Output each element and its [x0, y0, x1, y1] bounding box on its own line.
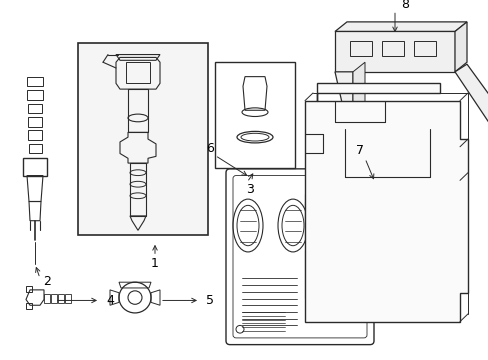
Bar — [128, 89, 148, 132]
Text: 8: 8 — [400, 0, 408, 11]
Bar — [27, 104, 42, 113]
Bar — [310, 255, 320, 290]
Bar — [325, 275, 444, 293]
Bar — [27, 77, 43, 86]
Bar — [65, 294, 71, 303]
Bar — [44, 294, 50, 303]
Bar — [130, 163, 146, 216]
Bar — [413, 41, 435, 57]
Bar — [51, 294, 57, 303]
Bar — [305, 202, 323, 230]
Polygon shape — [454, 22, 466, 72]
Bar — [400, 240, 416, 274]
Bar — [215, 62, 294, 168]
Bar — [340, 199, 350, 234]
Bar — [340, 255, 350, 290]
Bar — [356, 240, 372, 274]
Bar — [305, 249, 359, 298]
Bar — [422, 240, 438, 274]
Text: 5: 5 — [205, 294, 214, 307]
Text: 3: 3 — [245, 184, 253, 197]
Text: 2: 2 — [43, 275, 51, 288]
Bar — [28, 117, 42, 127]
Bar — [126, 62, 150, 84]
Bar — [437, 192, 459, 219]
Bar — [334, 240, 350, 274]
Text: 4: 4 — [106, 294, 114, 307]
Bar — [23, 158, 47, 176]
Text: 6: 6 — [205, 142, 214, 155]
Bar — [28, 144, 41, 153]
Bar — [334, 31, 454, 72]
Bar — [27, 90, 42, 100]
Bar — [28, 130, 41, 140]
Bar — [78, 43, 207, 235]
Bar — [325, 199, 335, 234]
Text: 1: 1 — [151, 257, 159, 270]
Bar — [325, 255, 335, 290]
Polygon shape — [334, 72, 352, 125]
Bar — [441, 195, 459, 228]
Bar — [305, 194, 359, 242]
Polygon shape — [454, 64, 488, 139]
Text: 7: 7 — [355, 144, 363, 157]
Bar — [345, 192, 424, 219]
Bar — [381, 41, 403, 57]
Bar — [58, 294, 64, 303]
Bar — [310, 199, 320, 234]
Bar — [349, 41, 371, 57]
Bar — [441, 147, 459, 180]
Bar — [439, 274, 459, 291]
Bar — [378, 240, 394, 274]
Polygon shape — [352, 62, 364, 115]
Polygon shape — [305, 84, 467, 321]
Polygon shape — [334, 22, 466, 31]
